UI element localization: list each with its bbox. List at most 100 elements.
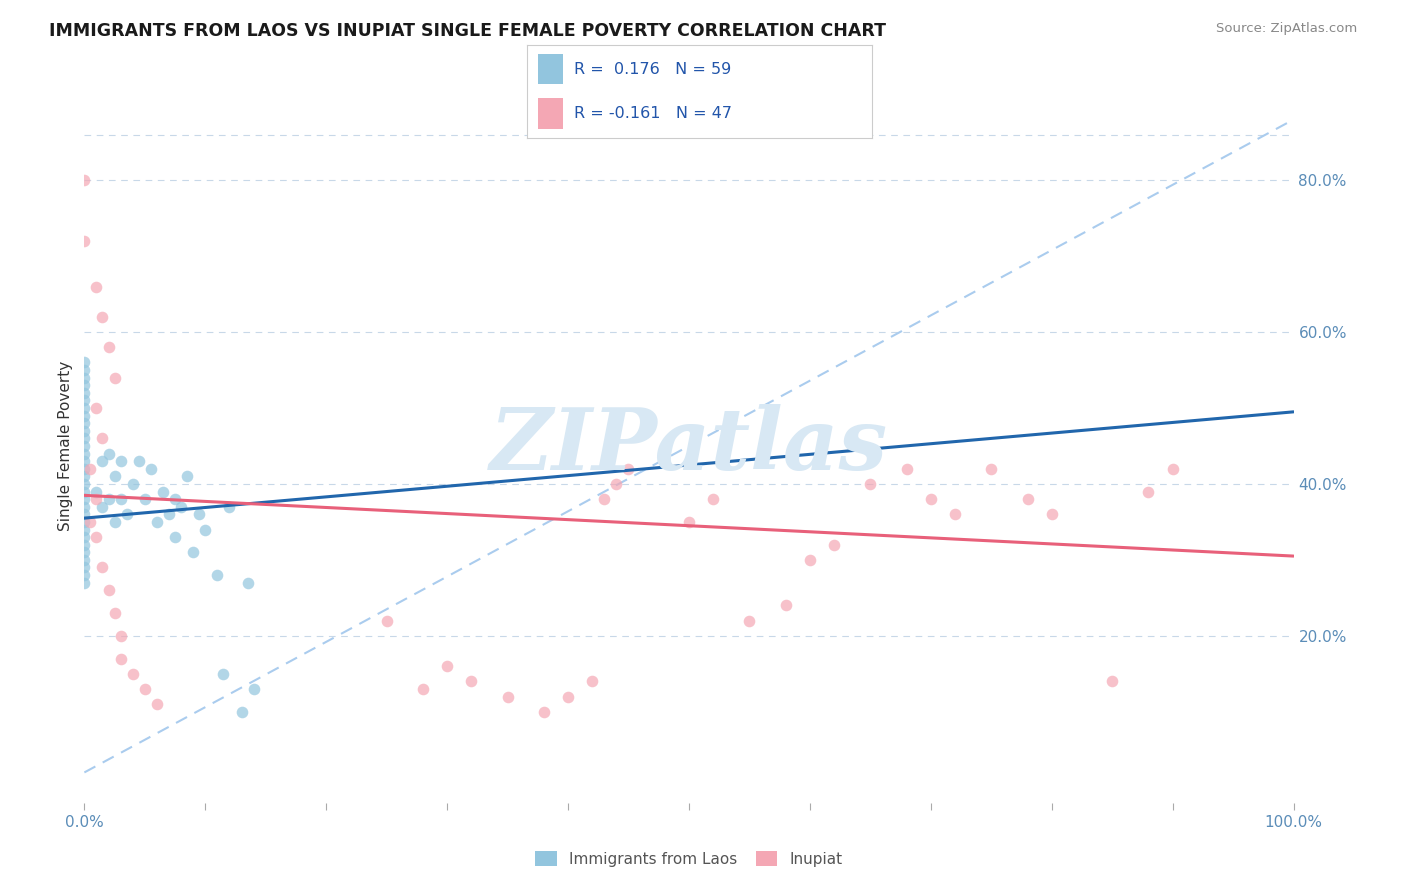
Point	[121, 666, 143, 681]
Bar	[537, 98, 564, 129]
Point	[617, 462, 640, 476]
Bar	[537, 54, 564, 85]
Point	[73, 454, 96, 468]
Point	[980, 462, 1002, 476]
Point	[165, 492, 187, 507]
Point	[73, 500, 96, 514]
Point	[738, 614, 761, 628]
Point	[110, 651, 132, 665]
Point	[73, 538, 96, 552]
Point	[73, 385, 96, 400]
Point	[496, 690, 519, 704]
Point	[73, 173, 96, 187]
Point	[375, 614, 398, 628]
Point	[86, 492, 108, 507]
Point	[73, 447, 96, 461]
Point	[97, 583, 120, 598]
Point	[91, 431, 114, 445]
Point	[231, 705, 253, 719]
Point	[97, 447, 120, 461]
Point	[86, 530, 108, 544]
Point	[207, 568, 229, 582]
Point	[134, 492, 156, 507]
Point	[412, 681, 434, 696]
Point	[73, 545, 96, 559]
Point	[73, 469, 96, 483]
Point	[188, 508, 211, 522]
Point	[73, 508, 96, 522]
Point	[146, 515, 169, 529]
Point	[460, 674, 482, 689]
Point	[115, 508, 138, 522]
Y-axis label: Single Female Poverty: Single Female Poverty	[58, 361, 73, 531]
Point	[823, 538, 845, 552]
Point	[236, 575, 259, 590]
Point	[86, 484, 108, 499]
Point	[170, 500, 193, 514]
Point	[593, 492, 616, 507]
Point	[581, 674, 603, 689]
Point	[678, 515, 700, 529]
Point	[73, 378, 96, 392]
Point	[73, 401, 96, 415]
Point	[1101, 674, 1123, 689]
Point	[104, 370, 127, 384]
Point	[176, 469, 198, 483]
Point	[79, 462, 101, 476]
Point	[1137, 484, 1160, 499]
Point	[73, 492, 96, 507]
Point	[896, 462, 918, 476]
Point	[73, 370, 96, 384]
Point	[104, 515, 127, 529]
Point	[242, 681, 264, 696]
Point	[91, 310, 114, 324]
Point	[104, 606, 127, 620]
Point	[110, 629, 132, 643]
Point	[1161, 462, 1184, 476]
Point	[91, 560, 114, 574]
Text: R = -0.161   N = 47: R = -0.161 N = 47	[574, 106, 731, 121]
Text: ZIPatlas: ZIPatlas	[489, 404, 889, 488]
Point	[859, 477, 882, 491]
Point	[73, 553, 96, 567]
Point	[97, 340, 120, 354]
Point	[436, 659, 458, 673]
Point	[73, 462, 96, 476]
Point	[121, 477, 143, 491]
Point	[920, 492, 942, 507]
Point	[73, 355, 96, 369]
Point	[73, 393, 96, 408]
Point	[73, 515, 96, 529]
Legend: Immigrants from Laos, Inupiat: Immigrants from Laos, Inupiat	[536, 851, 842, 866]
Point	[104, 469, 127, 483]
Point	[533, 705, 555, 719]
Text: Source: ZipAtlas.com: Source: ZipAtlas.com	[1216, 22, 1357, 36]
Point	[165, 530, 187, 544]
Point	[73, 363, 96, 377]
Point	[605, 477, 627, 491]
Point	[73, 409, 96, 423]
Point	[73, 431, 96, 445]
Point	[1017, 492, 1039, 507]
Point	[73, 575, 96, 590]
Point	[91, 454, 114, 468]
Text: IMMIGRANTS FROM LAOS VS INUPIAT SINGLE FEMALE POVERTY CORRELATION CHART: IMMIGRANTS FROM LAOS VS INUPIAT SINGLE F…	[49, 22, 886, 40]
Point	[73, 416, 96, 430]
Point	[79, 515, 101, 529]
Point	[218, 500, 240, 514]
Point	[212, 666, 235, 681]
Point	[157, 508, 180, 522]
Point	[73, 484, 96, 499]
Point	[73, 560, 96, 574]
Point	[110, 454, 132, 468]
Point	[73, 523, 96, 537]
Point	[1040, 508, 1063, 522]
Point	[799, 553, 821, 567]
Point	[91, 500, 114, 514]
Point	[194, 523, 217, 537]
Text: R =  0.176   N = 59: R = 0.176 N = 59	[574, 62, 731, 77]
Point	[73, 424, 96, 438]
Point	[86, 279, 108, 293]
Point	[181, 545, 204, 559]
Point	[73, 439, 96, 453]
